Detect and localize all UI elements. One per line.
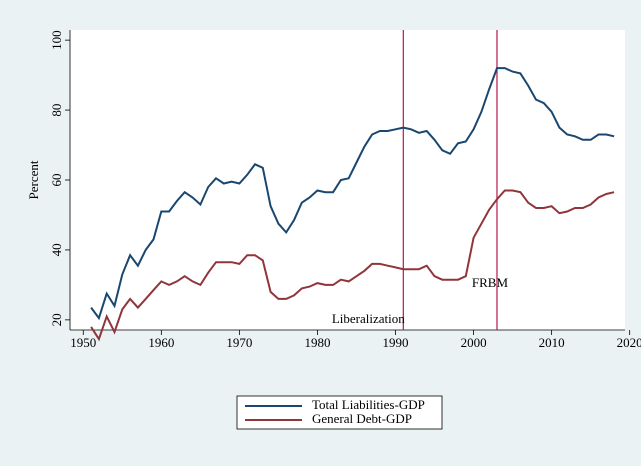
legend-label: Total Liabilities-GDP [312, 397, 425, 412]
series-line [90, 67, 615, 321]
annotation: FRBM [472, 275, 509, 290]
x-tick-label: 1960 [148, 335, 174, 350]
plot-area [70, 30, 625, 330]
y-tick-label: 20 [49, 313, 64, 326]
annotation: Liberalization [332, 311, 405, 326]
legend [236, 395, 443, 430]
legend-label: General Debt-GDP [312, 411, 412, 426]
x-tick-label: 1950 [70, 335, 96, 350]
x-tick-label: 2020 [617, 335, 641, 350]
y-tick-label: 40 [49, 243, 64, 256]
y-tick-label: 60 [49, 174, 64, 187]
y-tick-label: 80 [49, 104, 64, 117]
series-line [90, 189, 615, 342]
x-tick-label: 1990 [383, 335, 409, 350]
y-axis-label: Percent [26, 160, 41, 199]
x-tick-label: 2000 [461, 335, 487, 350]
x-tick-label: 1980 [304, 335, 330, 350]
y-tick-label: 100 [49, 30, 64, 50]
x-tick-label: 2010 [539, 335, 565, 350]
x-tick-label: 1970 [226, 335, 252, 350]
